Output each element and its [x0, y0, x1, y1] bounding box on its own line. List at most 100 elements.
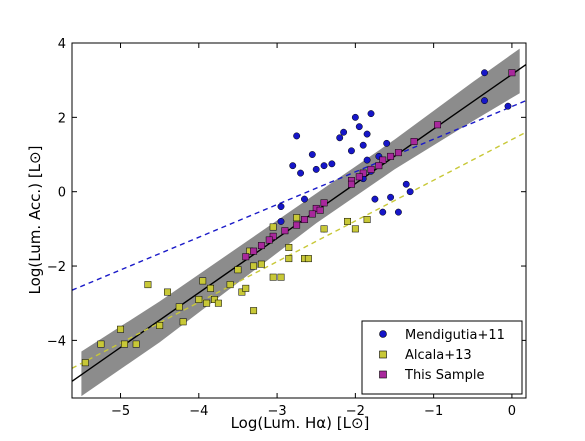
marker-series-0-2 — [504, 102, 512, 110]
marker-series-1-16 — [226, 281, 234, 289]
marker-series-2-18 — [269, 232, 277, 240]
marker-series-0-23 — [277, 217, 285, 225]
marker-series-0-22 — [277, 203, 285, 211]
legend-label-alcala: Alcala+13 — [405, 348, 472, 363]
marker-series-1-9 — [179, 318, 187, 326]
legend: Mendigutia+11 Alcala+13 This Sample — [361, 320, 523, 395]
marker-series-2-7 — [367, 165, 375, 173]
marker-series-1-1 — [97, 340, 105, 348]
x-tick-label-4: −1 — [424, 404, 443, 419]
marker-series-0-29 — [371, 195, 379, 203]
x-axis-label: Log(Lum. Hα) [L⊙] — [231, 414, 370, 432]
marker-series-2-14 — [308, 210, 316, 218]
marker-series-1-34 — [293, 214, 301, 222]
marker-series-0-1 — [481, 97, 488, 105]
marker-series-0-21 — [289, 162, 297, 170]
marker-series-0-7 — [367, 110, 375, 118]
legend-marker-mendigutia — [379, 330, 387, 338]
marker-series-0-12 — [347, 147, 355, 155]
marker-series-0-3 — [402, 180, 410, 188]
marker-series-0-27 — [363, 156, 371, 164]
marker-series-2-19 — [265, 236, 273, 244]
marker-series-1-20 — [250, 307, 258, 315]
marker-series-2-4 — [387, 152, 395, 160]
y-tick-label-1: −2 — [47, 260, 66, 275]
marker-series-1-15 — [214, 299, 222, 307]
plot-area: −5 −4 −3 −2 −1 0 −4 −2 0 2 4 — [47, 37, 527, 419]
y-tick-label-4: 4 — [58, 37, 66, 52]
marker-series-0-19 — [293, 132, 301, 140]
marker-series-2-22 — [242, 253, 250, 261]
marker-series-0-30 — [379, 208, 387, 216]
legend-label-this-sample: This Sample — [404, 368, 484, 383]
marker-series-1-5 — [144, 281, 152, 289]
fit-line-2 — [71, 131, 527, 369]
marker-series-1-13 — [207, 284, 214, 292]
marker-series-1-33 — [285, 244, 293, 251]
legend-box — [361, 320, 523, 395]
marker-series-1-25 — [285, 255, 293, 263]
marker-series-2-8 — [359, 169, 367, 177]
marker-series-1-21 — [250, 262, 258, 270]
x-tick-label-5: 0 — [508, 404, 516, 419]
marker-series-2-20 — [257, 242, 265, 250]
y-tick-label-0: −4 — [47, 334, 66, 349]
marker-series-2-23 — [316, 206, 324, 214]
marker-series-2-12 — [320, 199, 328, 207]
x-tick-label-2: −3 — [267, 404, 286, 419]
marker-series-1-12 — [203, 299, 211, 307]
fit-line-1 — [71, 99, 527, 291]
marker-series-2-2 — [410, 138, 418, 145]
marker-series-0-13 — [340, 128, 348, 136]
y-tick-label-3: 2 — [58, 111, 66, 126]
marker-series-2-9 — [355, 173, 363, 181]
marker-series-1-7 — [164, 288, 171, 296]
marker-series-0-15 — [328, 160, 336, 168]
marker-series-1-8 — [175, 303, 183, 311]
marker-series-0-4 — [406, 188, 414, 196]
marker-series-1-27 — [304, 255, 312, 263]
marker-series-2-17 — [281, 227, 289, 235]
marker-series-1-0 — [81, 359, 89, 367]
marker-series-1-29 — [351, 225, 359, 233]
marker-series-0-14 — [336, 134, 344, 142]
x-tick-label-3: −2 — [346, 404, 365, 419]
marker-series-0-8 — [363, 130, 371, 138]
marker-series-2-15 — [301, 216, 308, 224]
marker-series-1-31 — [363, 216, 371, 224]
marker-series-0-17 — [312, 165, 320, 173]
legend-marker-this-sample — [379, 370, 387, 379]
marker-series-0-6 — [383, 139, 391, 147]
marker-series-0-31 — [387, 193, 395, 201]
marker-series-1-18 — [238, 288, 246, 296]
marker-series-2-1 — [434, 121, 441, 129]
marker-series-1-19 — [242, 284, 250, 292]
marker-series-1-23 — [269, 273, 277, 281]
marker-series-1-17 — [234, 266, 242, 274]
marker-series-2-16 — [293, 221, 301, 229]
marker-series-0-9 — [359, 141, 367, 149]
marker-series-1-4 — [132, 340, 140, 348]
y-axis-label: Log(Lum. Acc.) [L⊙] — [26, 146, 44, 295]
marker-series-0-0 — [481, 69, 488, 77]
marker-series-2-5 — [379, 156, 387, 164]
marker-series-0-10 — [355, 123, 363, 131]
marker-series-1-30 — [344, 217, 351, 225]
marker-series-2-6 — [375, 162, 383, 170]
legend-marker-alcala — [379, 350, 387, 359]
x-axis-ticks: −5 −4 −3 −2 −1 0 — [111, 43, 516, 419]
marker-series-1-32 — [269, 223, 277, 231]
marker-series-1-10 — [195, 296, 203, 303]
marker-series-1-6 — [156, 322, 164, 329]
legend-label-mendigutia: Mendigutia+11 — [405, 328, 505, 343]
marker-series-2-0 — [508, 69, 516, 77]
y-tick-label-2: 0 — [58, 186, 66, 201]
marker-series-1-24 — [277, 273, 285, 281]
y-axis-ticks: −4 −2 0 2 4 — [47, 37, 526, 349]
marker-series-0-20 — [297, 169, 305, 177]
marker-series-0-5 — [394, 208, 402, 216]
data-markers — [81, 69, 516, 367]
marker-series-1-11 — [199, 277, 207, 285]
marker-series-2-3 — [394, 149, 402, 157]
